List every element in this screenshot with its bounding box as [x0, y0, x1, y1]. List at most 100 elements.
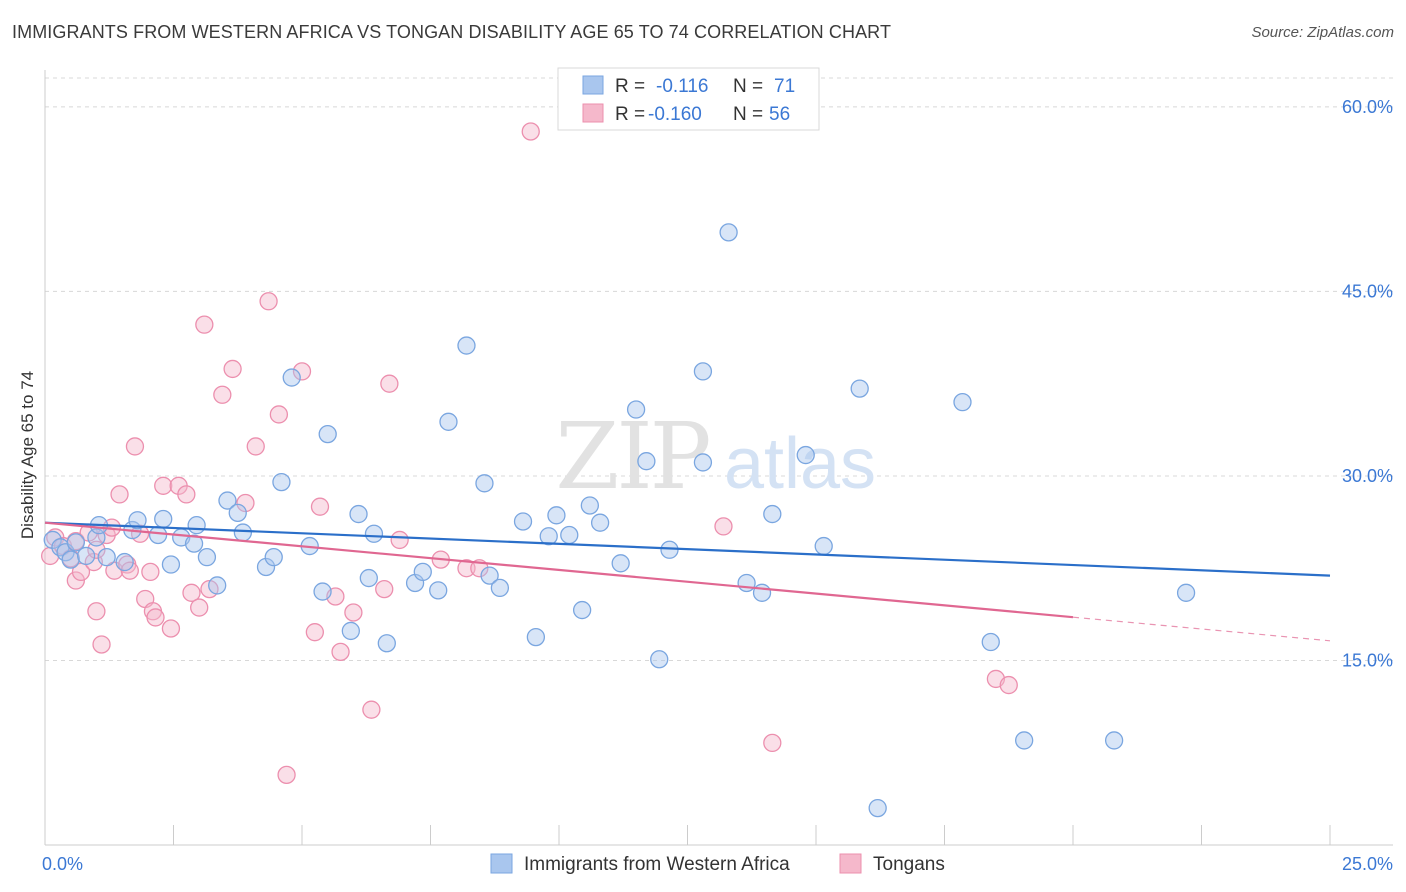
- data-point-western-africa: [513, 512, 533, 531]
- data-point-tongans: [223, 359, 242, 379]
- data-point-tongans: [195, 315, 214, 334]
- stats-r-value-1: -0.116: [656, 76, 708, 97]
- data-point-western-africa: [660, 540, 679, 559]
- data-point-western-africa: [187, 516, 206, 535]
- bottom-legend: Immigrants from Western Africa Tongans: [490, 853, 945, 875]
- data-point-western-africa: [208, 576, 227, 595]
- data-point-western-africa: [719, 223, 738, 242]
- data-point-western-africa: [1104, 731, 1124, 750]
- stats-r-value-2: -0.160: [648, 104, 702, 125]
- data-point-tongans: [331, 642, 350, 662]
- data-point-western-africa: [560, 525, 579, 545]
- data-point-western-africa: [693, 453, 713, 472]
- data-point-tongans: [236, 493, 255, 513]
- data-point-western-africa: [457, 336, 476, 355]
- y-tick-label: 30.0%: [1342, 466, 1393, 486]
- data-point-western-africa: [349, 504, 368, 524]
- stats-legend-swatch-pink: [582, 103, 604, 123]
- data-point-western-africa: [480, 566, 499, 585]
- stats-legend-swatch-blue: [582, 75, 604, 95]
- trend-lines: [44, 521, 1331, 642]
- trend-line-western-africa: [44, 521, 1331, 577]
- data-point-tongans: [146, 608, 165, 627]
- data-point-tongans: [305, 623, 325, 642]
- data-point-tongans: [66, 571, 85, 590]
- data-point-tongans: [457, 559, 476, 578]
- data-point-western-africa: [364, 524, 384, 543]
- axes: [44, 70, 1393, 846]
- data-point-western-africa: [218, 491, 237, 510]
- data-point-tongans: [521, 122, 540, 141]
- data-point-western-africa: [66, 533, 85, 552]
- data-point-tongans: [110, 485, 129, 504]
- data-point-tongans: [999, 675, 1018, 695]
- chart-source: Source: ZipAtlas.com: [1251, 24, 1394, 41]
- data-point-western-africa: [763, 504, 782, 524]
- data-point-tongans: [190, 598, 209, 617]
- data-point-tongans: [292, 362, 312, 381]
- legend-swatch-tongans: [839, 853, 862, 874]
- data-point-western-africa: [359, 568, 378, 588]
- data-point-tongans: [154, 476, 173, 495]
- data-point-western-africa: [256, 557, 276, 577]
- data-point-western-africa: [341, 621, 360, 641]
- watermark-atlas: atlas: [724, 424, 876, 504]
- data-point-western-africa: [752, 583, 772, 602]
- data-point-western-africa: [981, 632, 1000, 652]
- data-point-tongans: [213, 385, 232, 404]
- data-point-western-africa: [161, 555, 181, 574]
- data-point-western-africa: [611, 554, 630, 573]
- data-point-western-africa: [148, 525, 168, 545]
- legend-label-western-africa: Immigrants from Western Africa: [524, 854, 790, 875]
- grid-lines: [45, 77, 1393, 661]
- trend-line-tongans: [44, 521, 1074, 619]
- data-point-tongans: [763, 733, 782, 753]
- legend-label-tongans: Tongans: [873, 854, 945, 875]
- data-point-western-africa: [228, 503, 247, 523]
- data-point-western-africa: [377, 634, 396, 653]
- data-point-western-africa: [868, 798, 887, 818]
- data-point-tongans: [310, 497, 330, 516]
- data-point-western-africa: [693, 362, 713, 381]
- legend-swatch-western-africa: [490, 853, 513, 874]
- data-point-western-africa: [115, 552, 134, 572]
- data-point-tongans: [375, 579, 394, 599]
- data-point-tongans: [125, 437, 145, 456]
- data-point-western-africa: [490, 578, 510, 598]
- data-point-western-africa: [43, 530, 62, 550]
- data-point-western-africa: [128, 511, 147, 530]
- stats-n-value-2: 56: [769, 104, 790, 125]
- data-point-tongans: [177, 485, 196, 504]
- data-point-tongans: [362, 700, 381, 719]
- data-point-western-africa: [272, 472, 291, 492]
- data-point-western-africa: [637, 452, 656, 471]
- data-point-western-africa: [154, 509, 173, 529]
- stats-n-label-1: N =: [733, 76, 763, 97]
- data-point-tongans: [259, 292, 278, 311]
- data-point-western-africa: [282, 368, 301, 387]
- data-point-western-africa: [650, 650, 669, 669]
- data-point-tongans: [141, 562, 160, 582]
- data-point-western-africa: [413, 562, 432, 582]
- data-point-tongans: [246, 437, 265, 456]
- stats-n-value-1: 71: [774, 76, 795, 97]
- data-points: [40, 122, 1196, 818]
- stats-n-label-2: N =: [733, 104, 763, 125]
- data-point-western-africa: [539, 527, 558, 546]
- tick-labels: 15.0% 30.0% 45.0% 60.0% 0.0% 25.0%: [42, 97, 1393, 874]
- data-point-western-africa: [264, 547, 283, 567]
- data-point-western-africa: [184, 534, 204, 553]
- data-point-tongans: [269, 405, 289, 424]
- stats-r-label-1: R =: [615, 76, 645, 97]
- data-point-tongans: [92, 635, 111, 654]
- x-tick-label: 25.0%: [1342, 854, 1393, 874]
- data-point-western-africa: [850, 379, 869, 398]
- data-point-western-africa: [626, 400, 646, 419]
- data-point-western-africa: [737, 573, 756, 593]
- data-point-western-africa: [61, 550, 80, 569]
- data-point-western-africa: [475, 474, 494, 493]
- data-point-western-africa: [233, 523, 253, 542]
- data-point-western-africa: [572, 600, 592, 620]
- data-point-western-africa: [313, 582, 332, 601]
